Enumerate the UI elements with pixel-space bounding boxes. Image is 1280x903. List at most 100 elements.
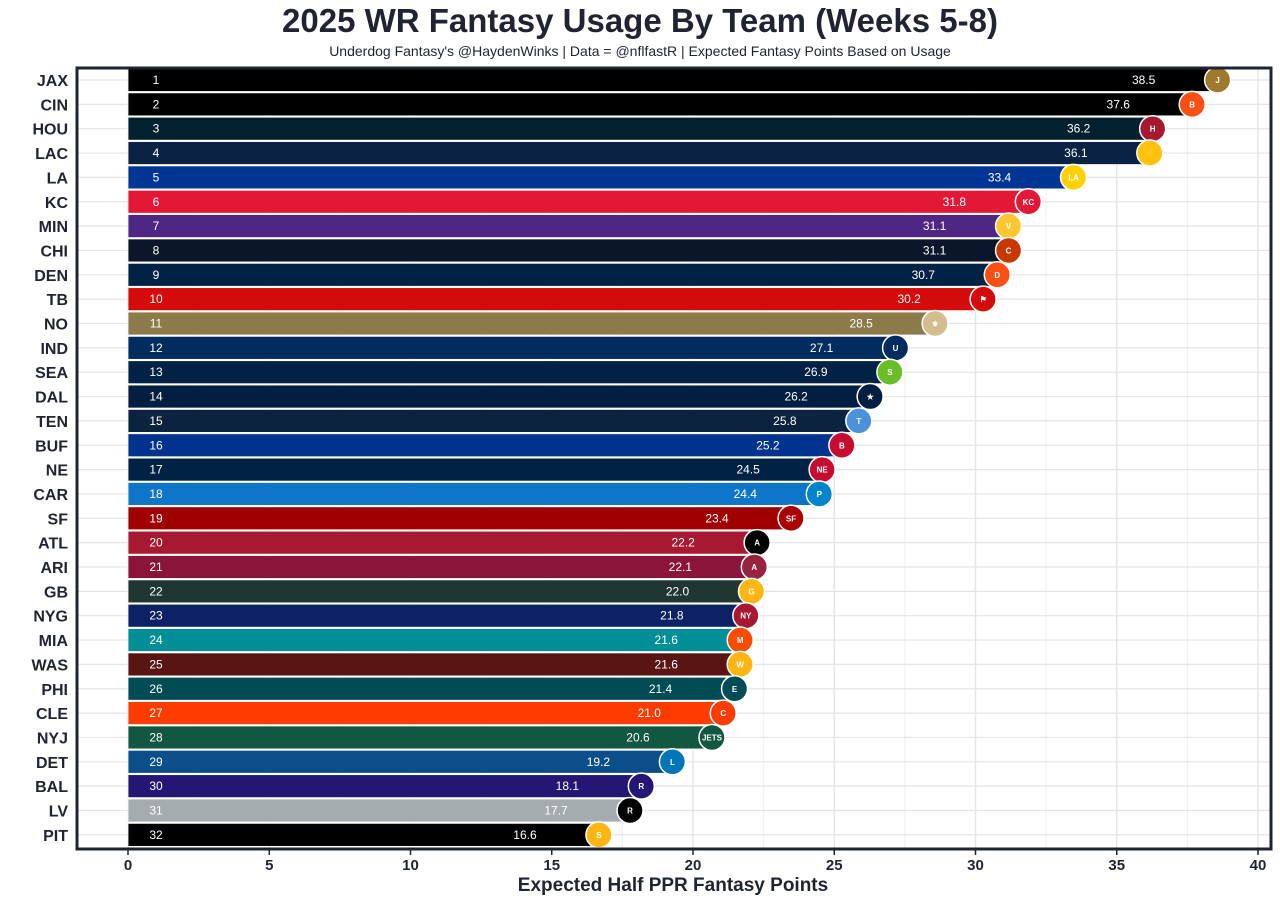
was-logo-text: W [736,660,744,669]
x-tick-label: 25 [826,857,843,874]
bar-car [127,482,818,506]
no-logo-icon [921,309,949,338]
bar-value-label: 31.1 [923,219,947,233]
bar-value-label: 19.2 [587,755,611,769]
nyj-logo-icon [698,723,726,752]
ten-logo-text: T [856,417,861,426]
bar-rank-label: 11 [150,317,163,331]
bar-rank-label: 8 [153,243,160,257]
min-logo-text: V [1006,222,1012,231]
ten-logo-icon [845,407,873,435]
bar-was [127,652,739,677]
bar-atl [127,530,756,555]
cin-logo-icon [1178,90,1206,119]
nyg-logo-text: NY [740,612,752,621]
no-logo-text: ⚜ [932,320,939,329]
team-label: NYJ [37,730,68,747]
team-label: CAR [33,487,68,504]
bar-value-label: 17.7 [544,804,568,818]
x-tick-label: 30 [967,857,984,874]
team-label: NO [44,317,68,334]
team-label: PIT [43,828,68,845]
bar-value-label: 28.5 [849,317,873,331]
team-label: SEA [35,365,68,382]
phi-logo-text: E [732,685,738,694]
team-labels: JAX CIN HOU LAC LA KC MIN CHI DEN TB NO IND SEA DAL TE… [32,73,69,845]
mia-logo-text: M [737,636,744,645]
dal-logo-icon [856,382,884,411]
bar-value-label: 21.6 [655,657,679,671]
chart-title: 2025 WR Fantasy Usage By Team (Weeks 5-8… [282,2,998,39]
bar-rank-label: 23 [149,609,163,623]
bar-value-label: 21.0 [638,706,662,720]
bar-rank-label: 14 [149,390,163,404]
buf-logo-text: B [839,441,845,450]
bar-nyg [127,603,745,628]
team-label: DET [36,755,68,772]
team-label: WAS [32,657,69,674]
bars-group: 1 38.5 J2 37.6 B3 36.2 H4 36.1 ⚡5 33.4 LA6 31.8 KC7 3… [127,66,1232,849]
team-label: KC [45,195,69,212]
sf-logo-icon [777,504,805,533]
sea-logo-text: S [887,368,893,377]
bar-chi [127,238,1007,263]
bar-buf [127,433,841,458]
bar-ari [127,555,753,579]
bar-rank-label: 26 [149,682,163,696]
bar-rank-label: 1 [153,73,160,87]
buf-logo-icon [828,431,856,459]
bar-rank-label: 25 [149,657,163,671]
bar-rank-label: 24 [149,633,163,647]
bar-value-label: 25.8 [773,414,797,428]
team-label: CIN [40,97,68,114]
bar-jax [127,68,1217,92]
sea-logo-icon [876,358,904,386]
bar-value-label: 33.4 [988,170,1012,184]
team-label: DEN [34,268,68,285]
bar-rank-label: 20 [149,536,163,550]
lac-logo-icon [1136,139,1164,167]
bar-cin [127,92,1191,117]
bar-sea [127,360,889,385]
bar-value-label: 21.6 [655,633,679,647]
bar-rank-label: 5 [153,170,160,184]
x-tick-label: 10 [402,857,419,874]
x-tick-label: 40 [1250,857,1267,874]
kc-logo-icon [1014,188,1043,216]
bar-phi [127,676,733,701]
bal-logo-icon [627,772,656,800]
team-label: NE [46,463,69,480]
den-logo-text: D [994,271,1000,280]
team-label: CLE [36,706,68,723]
la-logo-icon [1059,163,1088,192]
bar-rank-label: 10 [149,292,163,306]
chi-logo-text: C [1006,246,1012,255]
bar-value-label: 38.5 [1132,73,1156,87]
bar-rank-label: 19 [149,511,163,525]
bar-ne [127,457,821,482]
bar-value-label: 24.5 [736,463,760,477]
bar-rank-label: 13 [149,365,163,379]
bar-lac [127,141,1149,165]
team-label: PHI [41,682,68,699]
bar-value-label: 22.1 [669,560,693,574]
bar-rank-label: 31 [149,804,163,818]
bar-rank-label: 2 [153,97,160,111]
hou-logo-text: H [1150,125,1156,134]
bar-rank-label: 9 [153,268,160,282]
sf-logo-text: SF [786,514,796,523]
team-label: IND [40,341,68,358]
bar-tb [127,287,982,312]
bar-value-label: 22.2 [671,536,695,550]
bar-ind [127,335,894,360]
pit-logo-text: S [596,831,602,840]
chi-logo-icon [994,236,1023,265]
bar-value-label: 22.0 [666,584,690,598]
ari-logo-text: A [751,563,757,572]
lv-logo-icon [616,796,644,825]
bar-sf [127,506,790,531]
bar-value-label: 36.1 [1064,146,1088,160]
bar-rank-label: 30 [149,779,163,793]
cle-logo-icon [709,699,737,727]
